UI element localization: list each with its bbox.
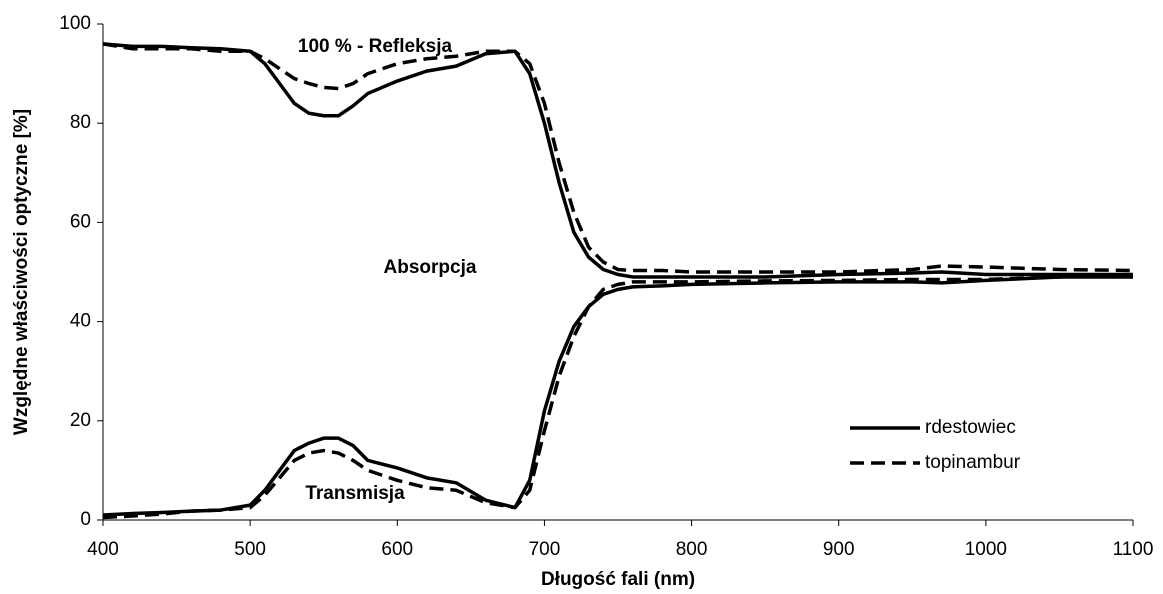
y-tick-label: 100 xyxy=(59,13,91,34)
y-tick-label: 0 xyxy=(80,509,91,530)
x-tick-label: 500 xyxy=(234,539,266,560)
x-tick-label: 900 xyxy=(823,539,855,560)
x-axis-title: Długość fali (nm) xyxy=(541,569,695,590)
x-tick-label: 400 xyxy=(87,539,119,560)
x-tick-label: 700 xyxy=(529,539,561,560)
x-tick-label: 800 xyxy=(676,539,708,560)
y-tick-label: 20 xyxy=(70,410,91,431)
series-line xyxy=(102,42,1134,274)
annotation: Transmisja xyxy=(305,483,405,504)
y-axis-title: Względne właściwości optyczne [%] xyxy=(11,109,32,435)
legend-label: rdestowiec xyxy=(925,417,1016,438)
series-line xyxy=(102,275,1133,517)
legend-label: topinambur xyxy=(925,452,1021,473)
x-tick-label: 600 xyxy=(381,539,413,560)
series-line xyxy=(102,42,1133,279)
y-tick-label: 40 xyxy=(70,311,91,332)
y-tick-label: 60 xyxy=(70,211,91,232)
series-line xyxy=(102,272,1134,520)
annotation: Absorpcja xyxy=(384,257,477,278)
y-tick-label: 80 xyxy=(70,112,91,133)
x-tick-label: 1100 xyxy=(1113,539,1154,560)
annotation: 100 % - Refleksja xyxy=(298,36,453,57)
x-tick-label: 1000 xyxy=(965,539,1007,560)
